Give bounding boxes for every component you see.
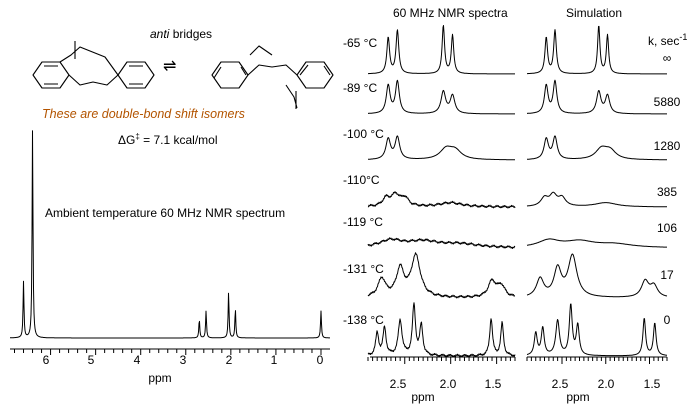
experimental-trace	[368, 25, 515, 75]
ambient-tick-label: 0	[317, 353, 324, 367]
ambient-spectrum: Ambient temperature 60 MHz NMR spectrum …	[10, 130, 330, 385]
left-isomer-structure	[32, 41, 155, 89]
simulated-trace	[527, 25, 667, 75]
temperature-label: -138 °C	[343, 313, 384, 327]
simulation-tick-label: 2.0	[598, 377, 615, 391]
vt-panels: 60 MHz NMR spectra Simulation k, sec-1 -…	[343, 6, 687, 404]
scheme-header: anti bridges	[150, 27, 212, 41]
ambient-spectrum-trace	[10, 130, 330, 339]
temperature-labels: -65 °C -89 °C -100 °C -110°C -119 °C -131 °C -…	[343, 36, 384, 327]
ambient-tick-label: 5	[88, 353, 95, 367]
rate-constant-labels: ∞ 5880 1280 385 106 17 0	[654, 51, 681, 327]
reaction-scheme: anti bridges ⇌ These are double-bond shi…	[32, 27, 334, 147]
experimental-trace	[367, 237, 516, 249]
experimental-trace	[367, 302, 516, 358]
simulated-traces	[526, 25, 668, 357]
simulated-trace	[526, 238, 667, 248]
ambient-tick-label: 6	[43, 353, 50, 367]
ambient-tick-label: 4	[134, 353, 141, 367]
temperature-label: -110°C	[343, 173, 380, 187]
temperature-label: -100 °C	[343, 127, 384, 141]
simulated-trace	[527, 79, 667, 115]
activation-energy: ΔG‡ = 7.1 kcal/mol	[118, 132, 218, 147]
panel-ticks	[367, 357, 668, 364]
rate-header: k, sec-1	[648, 32, 687, 48]
temperature-label: -65 °C	[343, 36, 377, 50]
experimental-traces	[367, 25, 516, 358]
rate-constant-label: 17	[660, 268, 674, 282]
temperature-label: -131 °C	[343, 262, 384, 276]
temperature-label: -119 °C	[343, 215, 383, 229]
ambient-tick-label: 1	[271, 353, 278, 367]
simulated-trace	[527, 135, 667, 161]
experimental-trace	[367, 191, 516, 209]
simulated-trace	[526, 253, 668, 298]
simulation-tick-label: 2.5	[552, 377, 569, 391]
experimental-tick-label: 2.5	[390, 377, 407, 391]
simulated-trace	[526, 191, 667, 208]
experimental-trace	[367, 252, 516, 299]
rate-constant-label: 106	[657, 221, 677, 235]
ambient-tick-label: 3	[180, 353, 187, 367]
experimental-axis-title: ppm	[411, 390, 434, 404]
rate-constant-label: 385	[657, 185, 677, 199]
ambient-ticks	[14, 349, 322, 355]
rate-constant-label: 1280	[654, 139, 681, 153]
ambient-tick-label: 2	[226, 353, 233, 367]
simulated-trace	[526, 303, 667, 357]
experimental-trace	[368, 135, 515, 161]
simulation-axis-title: ppm	[566, 390, 589, 404]
experimental-tick-label: 2.0	[440, 377, 457, 391]
rate-constant-label: ∞	[663, 51, 672, 65]
nmr-panel-title: 60 MHz NMR spectra	[393, 6, 508, 20]
right-isomer-structure	[211, 45, 334, 109]
experimental-tick-label: 1.5	[485, 377, 502, 391]
equilibrium-arrows: ⇌	[163, 58, 176, 75]
ambient-label: Ambient temperature 60 MHz NMR spectrum	[45, 206, 285, 220]
temperature-label: -89 °C	[343, 81, 377, 95]
simulation-tick-label: 1.5	[644, 377, 661, 391]
experimental-trace	[368, 79, 515, 115]
ambient-axis-title: ppm	[148, 371, 171, 385]
isomer-note: These are double-bond shift isomers	[42, 107, 245, 121]
rate-constant-label: 5880	[654, 95, 681, 109]
rate-constant-label: 0	[664, 313, 671, 327]
simulation-panel-title: Simulation	[566, 6, 622, 20]
